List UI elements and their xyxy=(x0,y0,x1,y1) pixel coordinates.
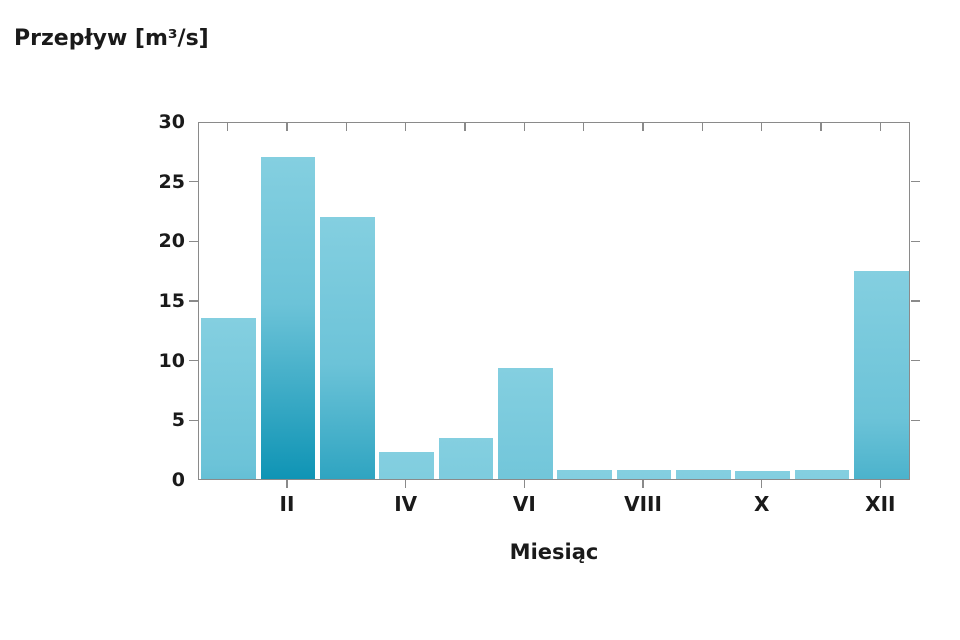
y-axis-tick-label: 25 xyxy=(158,170,185,193)
top-axis-tick-mark xyxy=(879,123,882,131)
x-axis-title: Miesiąc xyxy=(509,540,599,564)
top-axis-tick-mark xyxy=(523,123,526,131)
bar-month-IX xyxy=(675,469,731,479)
x-axis-tick-mark xyxy=(523,480,526,488)
bar-month-XII xyxy=(853,271,909,479)
top-axis-tick-mark xyxy=(345,123,348,131)
plot-area xyxy=(198,122,910,480)
x-axis-tick-label: VI xyxy=(512,492,536,516)
y-axis-tick-mark xyxy=(911,419,920,422)
x-axis-tick-label: XII xyxy=(865,492,896,516)
top-axis-tick-mark xyxy=(464,123,466,131)
top-axis-tick-mark xyxy=(404,123,407,131)
top-axis-tick-mark xyxy=(286,123,288,131)
y-axis-tick-mark xyxy=(189,419,198,422)
y-axis-tick-mark xyxy=(911,300,920,302)
x-axis-tick-label: VIII xyxy=(624,492,662,516)
top-axis-tick-mark xyxy=(701,123,704,131)
y-axis-tick-mark xyxy=(189,300,198,302)
bar-month-II xyxy=(260,156,316,479)
top-axis-tick-mark xyxy=(820,123,822,131)
bar-month-VIII xyxy=(616,469,672,479)
bar-month-VI xyxy=(497,368,553,479)
bar-month-III xyxy=(319,216,375,479)
y-axis-tick-mark xyxy=(189,240,198,243)
bar-month-I xyxy=(201,317,257,479)
bar-month-VII xyxy=(557,469,613,479)
y-axis-tick-mark xyxy=(189,180,198,183)
x-axis-tick-label: IV xyxy=(394,492,418,516)
y-axis-tick-label: 15 xyxy=(158,290,185,312)
y-axis-tick-label: 30 xyxy=(158,111,185,133)
x-axis-tick-mark xyxy=(642,480,644,488)
y-axis-tick-mark xyxy=(911,240,920,243)
x-axis-tick-mark xyxy=(760,480,763,488)
chart-title: Przepływ [m³/s] xyxy=(14,26,209,51)
bar-month-X xyxy=(735,470,791,479)
y-axis-tick-mark xyxy=(911,359,920,362)
x-axis-tick-label: II xyxy=(279,492,295,516)
y-axis-tick-label: 20 xyxy=(158,230,185,253)
y-axis-tick-mark xyxy=(911,180,920,183)
x-axis-tick-mark xyxy=(286,480,288,488)
top-axis-tick-mark xyxy=(760,123,763,131)
bar-month-IV xyxy=(379,451,435,479)
top-axis-tick-mark xyxy=(642,123,644,131)
x-axis-tick-mark xyxy=(879,480,882,488)
y-axis-tick-label: 10 xyxy=(158,349,185,372)
x-axis-tick-mark xyxy=(404,480,407,488)
top-axis-tick-mark xyxy=(226,123,229,131)
bar-month-V xyxy=(438,438,494,479)
y-axis-tick-label: 0 xyxy=(171,469,185,491)
y-axis-tick-label: 5 xyxy=(171,409,185,432)
x-axis-tick-label: X xyxy=(753,492,770,516)
top-axis-tick-mark xyxy=(582,123,585,131)
bar-month-XI xyxy=(794,469,850,479)
y-axis-tick-mark xyxy=(189,359,198,362)
